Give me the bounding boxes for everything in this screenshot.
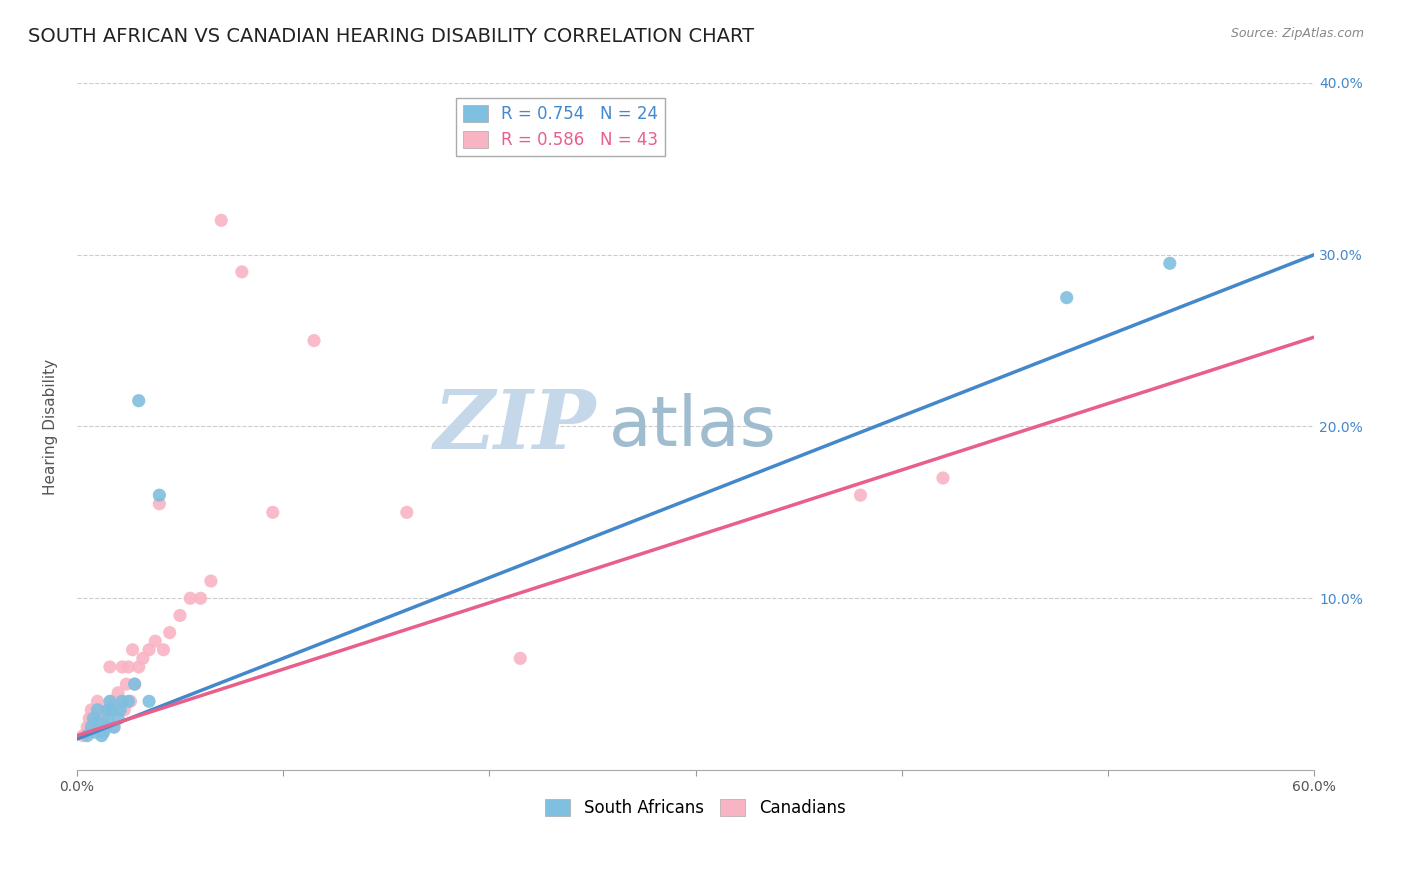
Point xyxy=(107,711,129,725)
Point xyxy=(200,574,222,588)
Point xyxy=(97,703,120,717)
Point xyxy=(89,703,111,717)
Point xyxy=(84,725,107,739)
Point xyxy=(82,711,104,725)
Text: atlas: atlas xyxy=(609,393,776,460)
Point xyxy=(101,703,124,717)
Point xyxy=(138,642,160,657)
Point xyxy=(117,694,139,708)
Point xyxy=(98,694,121,708)
Point xyxy=(159,625,181,640)
Point xyxy=(143,634,166,648)
Point xyxy=(107,686,129,700)
Point xyxy=(112,703,135,717)
Point xyxy=(132,651,155,665)
Point xyxy=(108,703,131,717)
Point xyxy=(72,729,94,743)
Point xyxy=(121,642,143,657)
Point xyxy=(231,265,253,279)
Point xyxy=(148,488,170,502)
Point xyxy=(86,694,108,708)
Point xyxy=(111,660,134,674)
Point xyxy=(148,497,170,511)
Point xyxy=(80,720,103,734)
Point xyxy=(86,703,108,717)
Legend: South Africans, Canadians: South Africans, Canadians xyxy=(538,792,852,823)
Point xyxy=(76,720,98,734)
Point xyxy=(93,711,115,725)
Point xyxy=(93,725,115,739)
Point xyxy=(169,608,191,623)
Point xyxy=(115,677,138,691)
Text: ZIP: ZIP xyxy=(434,386,596,467)
Point xyxy=(76,729,98,743)
Point xyxy=(262,505,284,519)
Point xyxy=(108,694,131,708)
Point xyxy=(932,471,955,485)
Point xyxy=(179,591,201,606)
Point xyxy=(124,677,146,691)
Point xyxy=(395,505,418,519)
Point xyxy=(103,720,125,734)
Point xyxy=(84,711,107,725)
Y-axis label: Hearing Disability: Hearing Disability xyxy=(44,359,58,494)
Point xyxy=(124,677,146,691)
Point xyxy=(120,694,142,708)
Point xyxy=(90,720,112,734)
Point xyxy=(101,694,124,708)
Point xyxy=(103,720,125,734)
Point xyxy=(94,720,117,734)
Point xyxy=(138,694,160,708)
Point xyxy=(849,488,872,502)
Point xyxy=(86,714,108,729)
Point xyxy=(509,651,531,665)
Point xyxy=(80,703,103,717)
Point xyxy=(82,720,104,734)
Point xyxy=(117,660,139,674)
Point xyxy=(97,711,120,725)
Point xyxy=(90,729,112,743)
Point xyxy=(128,660,150,674)
Text: SOUTH AFRICAN VS CANADIAN HEARING DISABILITY CORRELATION CHART: SOUTH AFRICAN VS CANADIAN HEARING DISABI… xyxy=(28,27,754,45)
Point xyxy=(77,711,100,725)
Point xyxy=(111,694,134,708)
Point xyxy=(1159,256,1181,270)
Point xyxy=(1056,291,1078,305)
Point xyxy=(128,393,150,408)
Point xyxy=(152,642,174,657)
Point xyxy=(209,213,232,227)
Point xyxy=(98,660,121,674)
Point xyxy=(105,703,128,717)
Point xyxy=(302,334,325,348)
Point xyxy=(97,703,120,717)
Point xyxy=(190,591,212,606)
Text: Source: ZipAtlas.com: Source: ZipAtlas.com xyxy=(1230,27,1364,40)
